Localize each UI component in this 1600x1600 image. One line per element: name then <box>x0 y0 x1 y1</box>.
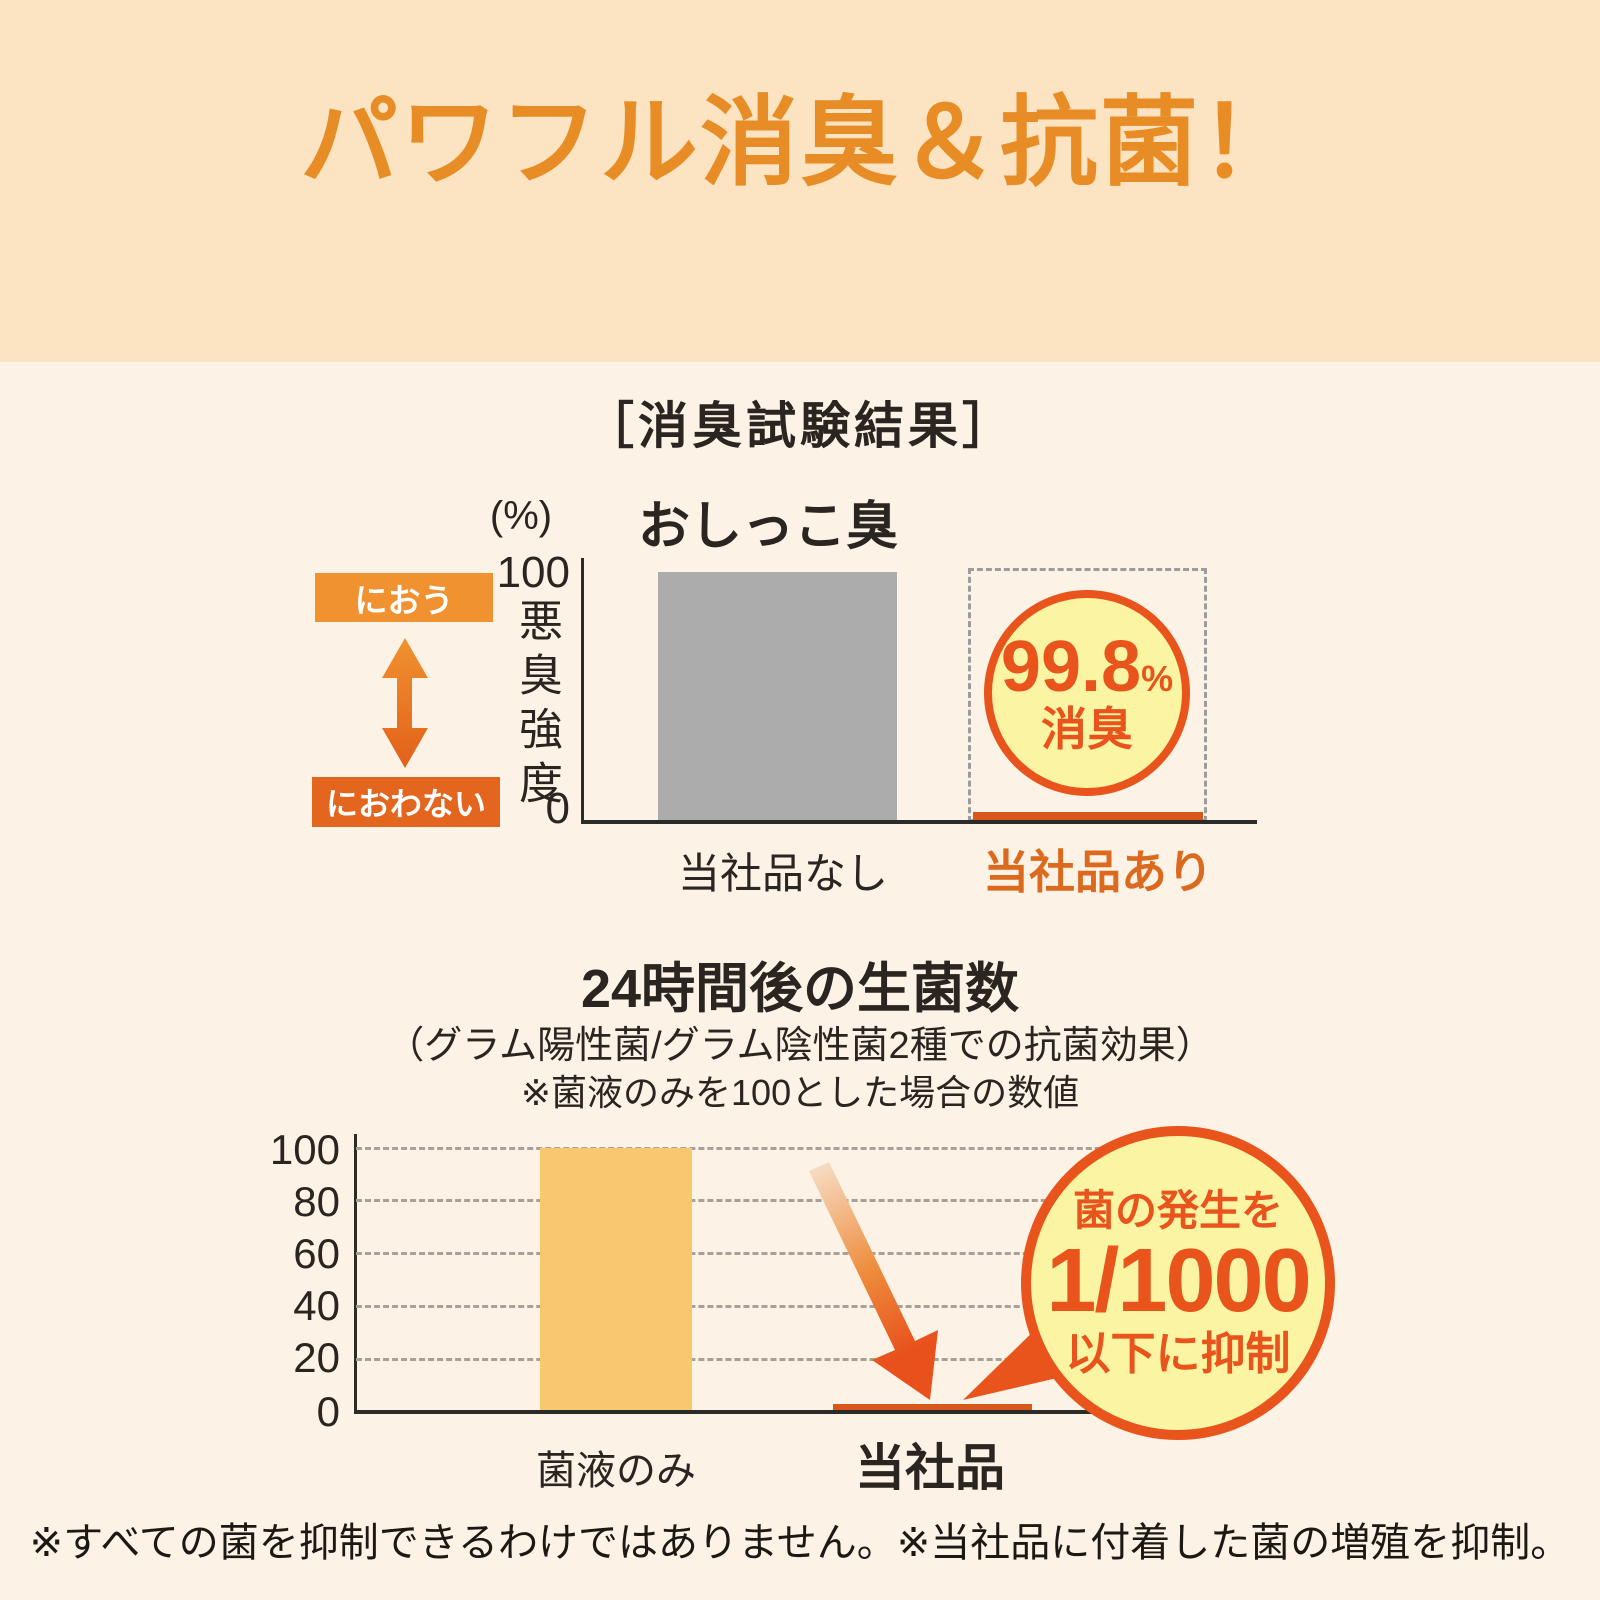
deodorize-value: 99.8 <box>1000 626 1142 707</box>
gridline-100 <box>356 1147 1245 1150</box>
bar-without-product <box>658 572 897 820</box>
smell-low-badge: におわない <box>312 777 500 827</box>
smell-scale-arrow-icon <box>382 638 428 768</box>
odor-unit-label: (%) <box>489 494 553 538</box>
bacteria-y-tick-60: 60 <box>293 1230 340 1277</box>
bacteria-y-axis-line <box>354 1134 357 1414</box>
bacteria-y-tick-0: 0 <box>316 1388 340 1435</box>
bacteria-category-control: 菌液のみ <box>536 1449 696 1493</box>
gridline-20 <box>356 1358 1245 1361</box>
bacteria-y-tick-20: 20 <box>293 1334 340 1381</box>
odor-category-without: 当社品なし <box>677 850 888 897</box>
deodorize-label: 消臭 <box>1041 702 1133 755</box>
gridline-80 <box>356 1199 1245 1202</box>
deodorize-percent: % <box>1141 657 1174 699</box>
odor-y-axis-line <box>581 558 584 824</box>
gridline-60 <box>356 1252 1245 1255</box>
deodorize-badge: 99.8 % 消臭 <box>984 590 1190 796</box>
bacteria-plot <box>356 1147 1245 1412</box>
bubble-line3: 以下に抑制 <box>1065 1327 1291 1379</box>
bar-bacteria-control <box>540 1148 692 1412</box>
odor-plot <box>583 572 1253 820</box>
deodorize-value-row: 99.8 % <box>1001 631 1173 703</box>
page-title: パワフル消臭＆抗菌！ <box>299 87 1300 198</box>
bubble-line2: 1/1000 <box>1046 1231 1311 1332</box>
odor-y-min-label: 0 <box>545 784 570 833</box>
bacteria-y-tick-80: 80 <box>293 1178 340 1225</box>
bar-bacteria-product <box>833 1404 1032 1412</box>
page-banner: パワフル消臭＆抗菌！ <box>0 0 1600 362</box>
bacteria-baseline <box>354 1410 1245 1414</box>
bar-with-product <box>973 812 1203 820</box>
reduction-bubble: 菌の発生を 1/1000 以下に抑制 <box>1021 1126 1335 1440</box>
footnote: ※すべての菌を抑制できるわけではありません。※当社品に付着した菌の増殖を抑制。 <box>29 1521 1571 1565</box>
bacteria-category-product: 当社品 <box>855 1440 1005 1496</box>
section-title: ［消臭試験結果］ <box>584 398 1016 454</box>
gridline-40 <box>356 1305 1245 1308</box>
odor-baseline <box>581 820 1257 824</box>
odor-category-with: 当社品あり <box>983 846 1213 898</box>
bacteria-chart-note: ※菌液のみを100とした場合の数値 <box>520 1072 1080 1113</box>
bacteria-y-tick-40: 40 <box>293 1282 340 1329</box>
bacteria-chart-title: 24時間後の生菌数 <box>580 959 1020 1019</box>
odor-chart-title: おしっこ臭 <box>637 498 898 556</box>
odor-y-axis-label: 悪臭強度 <box>512 598 561 814</box>
bubble-line1: 菌の発生を <box>1072 1186 1283 1234</box>
bacteria-chart-subtitle: （グラム陽性菌/グラム陰性菌2種での抗菌効果） <box>386 1025 1214 1067</box>
smell-high-badge: におう <box>315 573 493 622</box>
odor-y-max-label: 100 <box>496 548 570 597</box>
bacteria-y-tick-100: 100 <box>269 1126 340 1173</box>
